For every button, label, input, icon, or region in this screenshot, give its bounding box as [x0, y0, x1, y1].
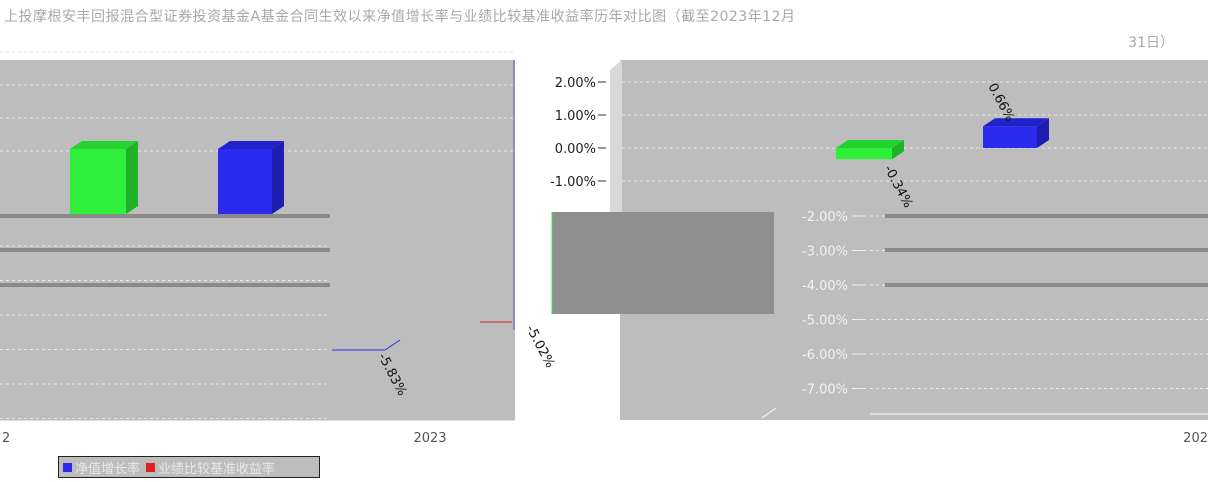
- chart-title-continued: 31日）: [1128, 35, 1174, 51]
- y-tick-label: -5.00%: [802, 314, 848, 329]
- bar-2022-green-side: [126, 141, 138, 214]
- bar-2024-benchmark-top: [836, 140, 904, 148]
- bar-2024-net-value-side: [1037, 118, 1049, 148]
- legend-label-benchmark: 业绩比较基准收益率: [158, 461, 276, 477]
- y-tick-label: 0.00%: [555, 142, 596, 157]
- y-tick-label: -3.00%: [802, 245, 848, 260]
- y-tick-label: -4.00%: [802, 279, 848, 294]
- bar-2022-blue: [218, 141, 284, 214]
- bar-2024-net-value-top: [983, 118, 1049, 127]
- y-axis: 2.00% 1.00% 0.00% -1.00% -2.00% -3.00% -4.00% -…: [550, 76, 866, 398]
- data-label-2023-benchmark: -5.02%: [522, 323, 557, 371]
- bar-2022-green-front: [70, 149, 126, 214]
- legend-swatch-net-value: [63, 462, 72, 472]
- bar-2024-benchmark-front: [836, 148, 892, 160]
- y-tick-label: -6.00%: [802, 348, 848, 363]
- panel-side-wall: [610, 60, 622, 212]
- y-tick-label: -1.00%: [550, 175, 596, 190]
- left-panel: [0, 60, 515, 420]
- legend-item-net-value: 净值增长率: [63, 458, 140, 477]
- legend-label-net-value: 净值增长率: [75, 461, 141, 477]
- x-tick-label: 202: [1183, 431, 1208, 446]
- bar-2024-benchmark: [836, 140, 904, 160]
- x-tick-label: 2: [2, 431, 10, 446]
- legend: 净值增长率 业绩比较基准收益率: [58, 456, 320, 478]
- bars: [70, 118, 1049, 351]
- y-tick-label: 2.00%: [555, 76, 596, 91]
- bar-2022-blue-front: [218, 149, 272, 214]
- bar-2022-green-top: [70, 141, 138, 149]
- y-tick-label: -2.00%: [802, 210, 848, 225]
- x-axis: 2 2023 202: [0, 407, 1208, 446]
- y-tick-label: -7.00%: [802, 383, 848, 398]
- x-tick-label: 2023: [413, 431, 446, 446]
- bar-2024-net-value: [983, 118, 1049, 148]
- bar-2022-blue-side: [272, 141, 284, 214]
- bar-2024-net-value-front: [983, 126, 1037, 148]
- bar-2024-benchmark-side: [892, 140, 904, 160]
- gray-block: [552, 212, 774, 314]
- chart-title: 上投摩根安丰回报混合型证券投资基金A基金合同生效以来净值增长率与业绩比较基准收益…: [4, 9, 796, 25]
- x-axis-corner: [761, 407, 777, 419]
- bar-2022-green: [70, 141, 138, 214]
- bar-2022-blue-top: [218, 141, 284, 149]
- bar-2023-net-value-depth: [384, 339, 401, 351]
- legend-item-benchmark: 业绩比较基准收益率: [146, 458, 275, 477]
- y-tick-label: 1.00%: [555, 109, 596, 124]
- legend-swatch-benchmark: [146, 462, 156, 472]
